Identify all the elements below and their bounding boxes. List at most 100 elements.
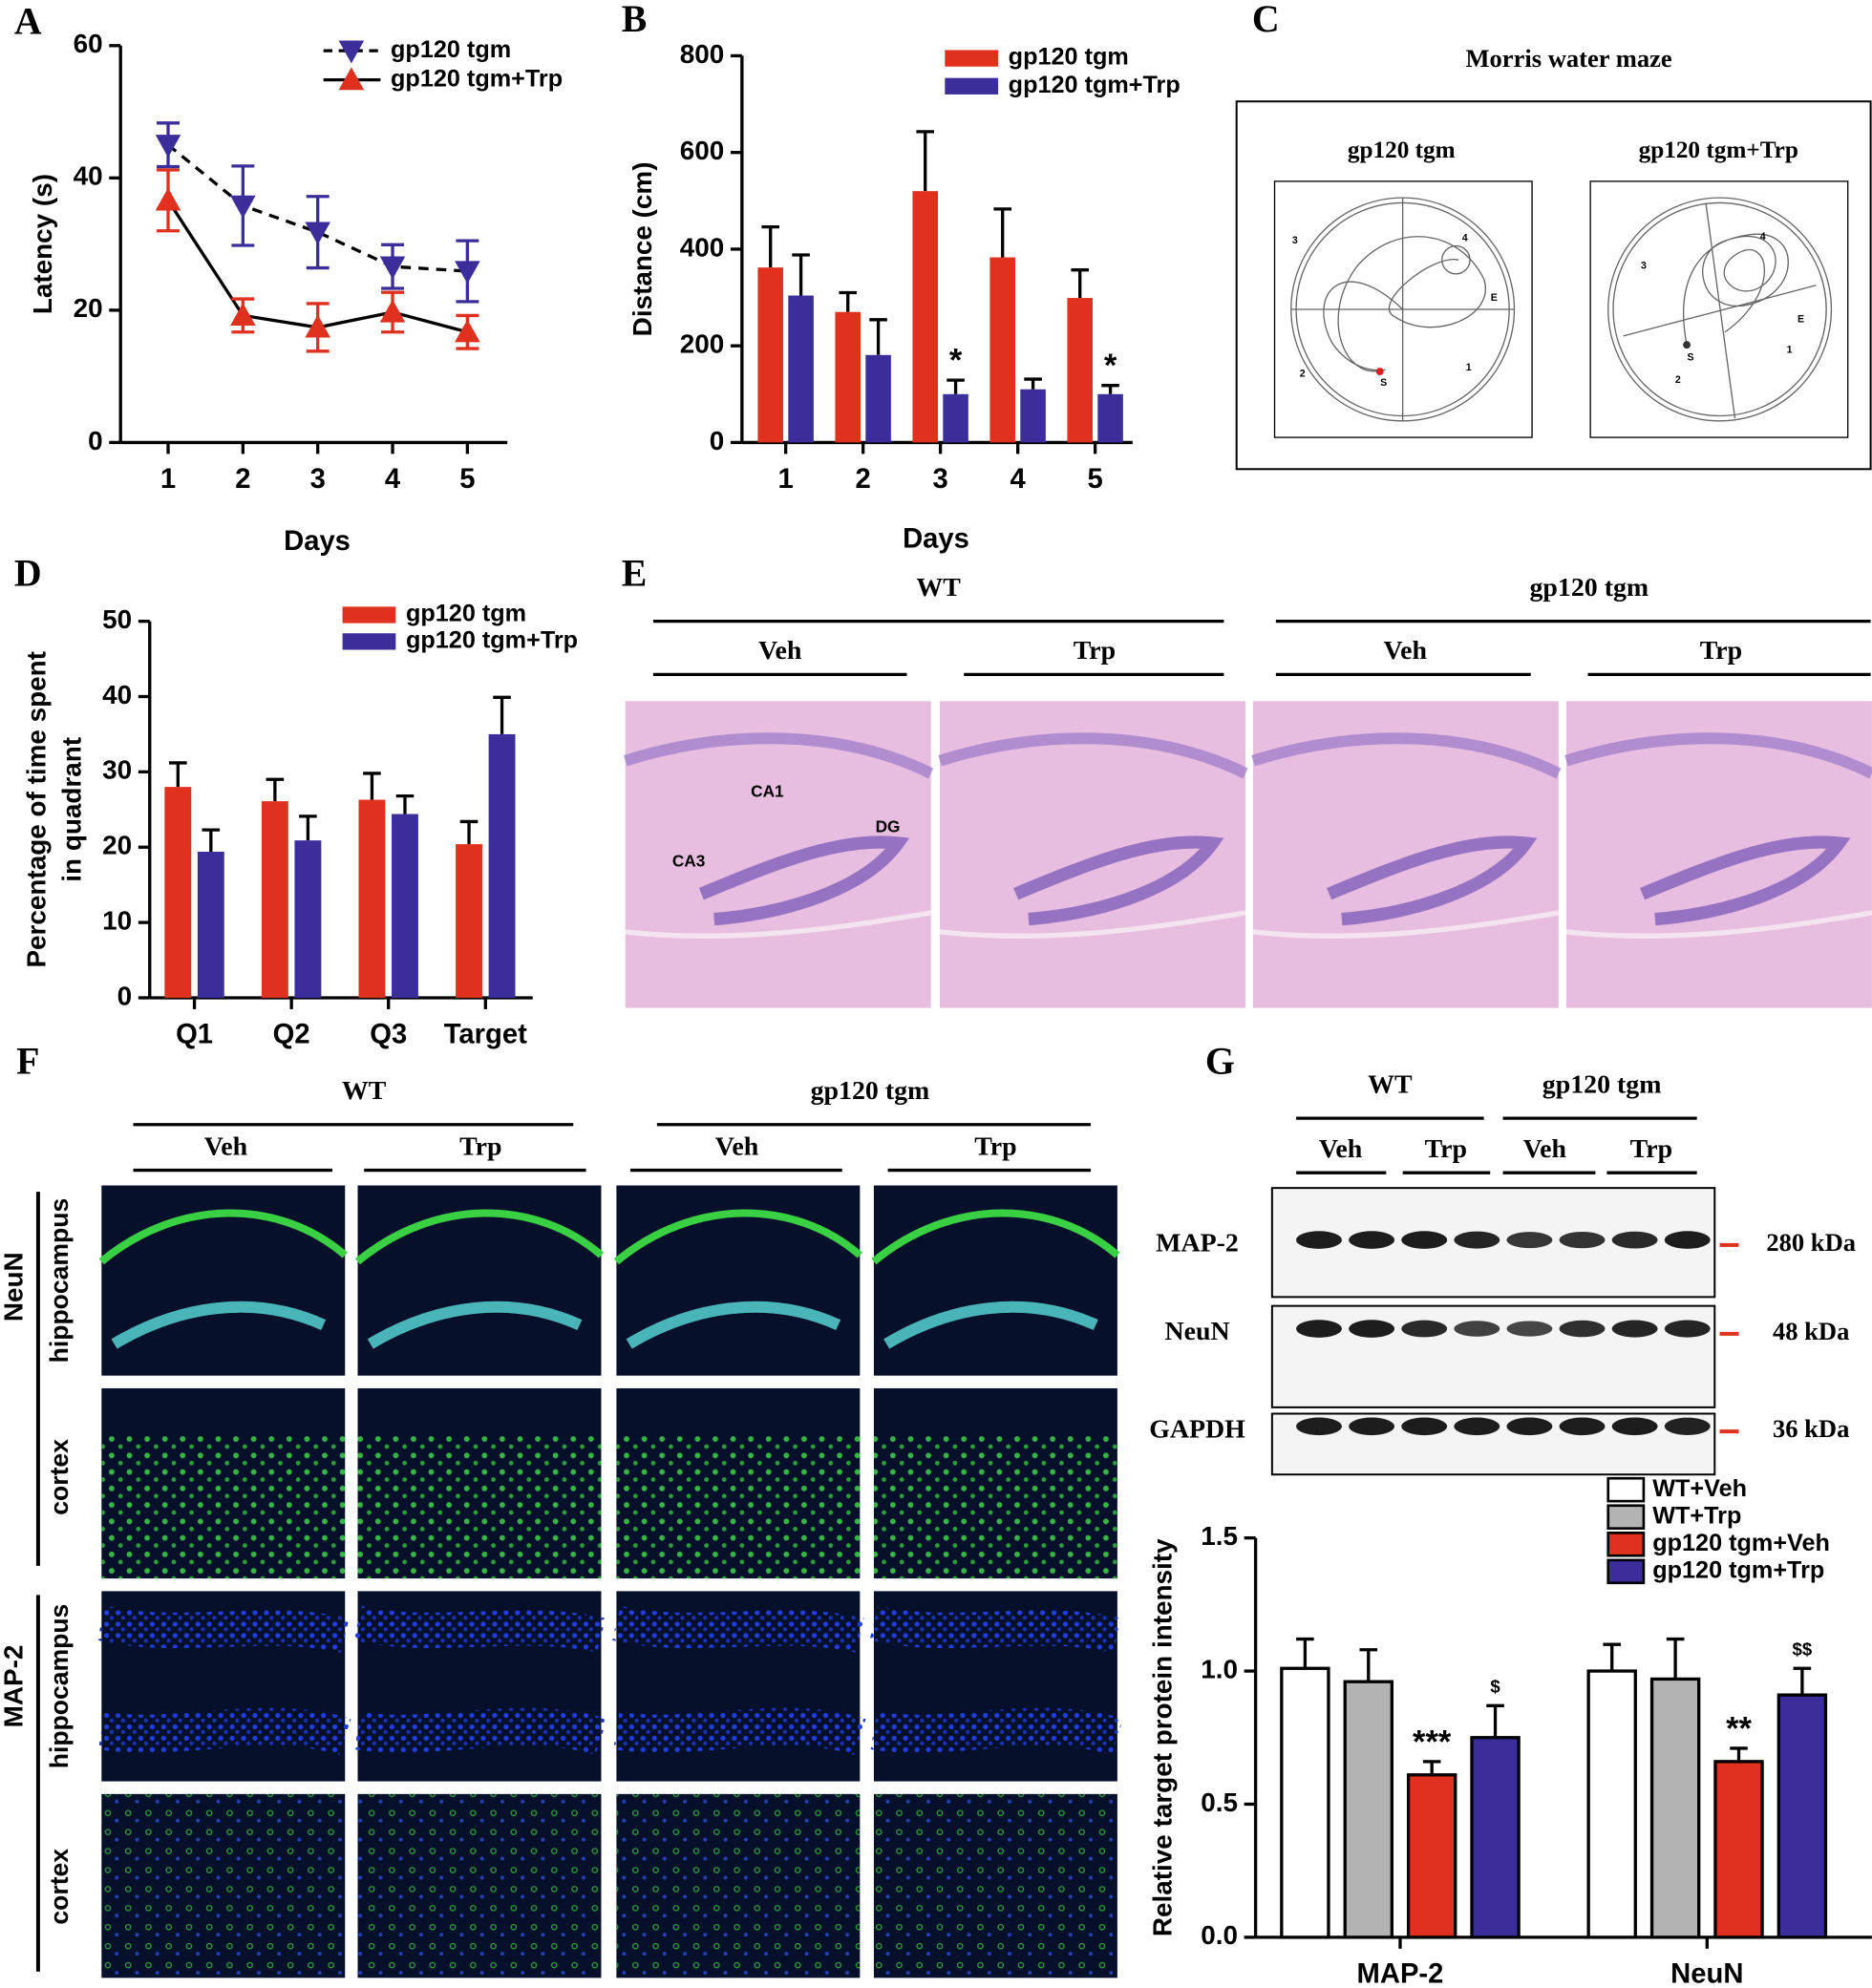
stain-cells (357, 1432, 602, 1579)
x-tick-label: MAP-2 (1357, 1958, 1444, 1988)
fluorescence-image (616, 1185, 861, 1376)
blot-band (1401, 1320, 1448, 1338)
stain-band (98, 1707, 351, 1756)
stain-band (870, 1707, 1123, 1756)
x-axis-title: Days (284, 526, 351, 557)
maze-mark: 3 (1292, 235, 1298, 246)
x-tick-label: 2 (856, 464, 871, 495)
bar (1586, 1669, 1637, 1939)
legend-label: WT+Veh (1652, 1475, 1747, 1502)
legend-swatch (342, 606, 396, 624)
blot-band (1506, 1232, 1553, 1249)
bar (488, 733, 516, 998)
western-blot (1270, 1187, 1716, 1476)
bar (1020, 389, 1046, 443)
blot-band (1454, 1231, 1500, 1249)
bar (757, 267, 783, 443)
group-label: WT (1368, 1069, 1413, 1099)
stain-cells (873, 1432, 1117, 1579)
blot-band (1559, 1320, 1606, 1338)
maze-label: gp120 tgm (1348, 137, 1456, 163)
region-label: hippocampus (45, 1604, 74, 1769)
blot-band (1296, 1417, 1342, 1436)
data-point (230, 195, 256, 219)
blot-band (1559, 1231, 1606, 1249)
y-tick-label: 0.0 (1201, 1920, 1238, 1950)
region-label: CA1 (751, 781, 784, 800)
data-point (305, 222, 330, 245)
data-point (155, 135, 181, 158)
treatment-label: Veh (1523, 1134, 1567, 1164)
error-bar (1101, 384, 1119, 394)
error-bar (792, 253, 810, 296)
stain-cells (616, 1432, 861, 1579)
y-tick-label: 40 (74, 161, 103, 191)
blot-band (1349, 1320, 1395, 1338)
bar (1280, 1666, 1330, 1939)
group-label: gp120 tgm (811, 1076, 930, 1106)
legend-swatch (945, 77, 999, 95)
bar (164, 787, 192, 998)
maze-mark: 2 (1675, 374, 1681, 386)
y-tick-label: 20 (74, 293, 103, 323)
x-tick-label: 4 (385, 464, 401, 495)
error-bar (459, 819, 479, 845)
maze-frame (1235, 100, 1872, 471)
maze-mark: 2 (1300, 369, 1306, 380)
size-label: 280 kDa (1766, 1228, 1856, 1257)
fluorescence-image (357, 1185, 602, 1376)
error-bar (1666, 1637, 1685, 1680)
fluorescence-image (101, 1185, 346, 1376)
tissue-band (1013, 835, 1224, 926)
blot-band (1401, 1417, 1448, 1436)
y-axis-title: in quadrant (56, 737, 86, 882)
bar (1470, 1736, 1521, 1939)
stain-band (869, 1605, 1122, 1654)
stain-band (611, 1605, 864, 1654)
significance-mark: * (949, 343, 963, 379)
treatment-label: Veh (1384, 636, 1428, 666)
x-tick-label: NeuN (1670, 1958, 1743, 1988)
stain-cells (101, 1793, 346, 1978)
tissue-band (1564, 732, 1872, 779)
y-tick-label: 0.5 (1201, 1787, 1238, 1817)
blot-band (1454, 1321, 1500, 1337)
y-tick-label: 0 (117, 981, 133, 1010)
group-label: WT (916, 573, 961, 603)
x-tick-label: Target (444, 1020, 527, 1050)
protein-label: MAP-2 (1156, 1228, 1239, 1258)
region-label: CA3 (672, 851, 706, 870)
stain-band (613, 1209, 862, 1265)
maze-mark: 1 (1787, 344, 1793, 355)
x-tick-label: Q2 (273, 1020, 310, 1050)
tissue-band (1252, 910, 1560, 939)
error-bar (761, 224, 780, 268)
y-tick-label: 0 (88, 426, 103, 455)
legend-marker (338, 67, 365, 91)
bar (943, 393, 968, 443)
blot-band (1611, 1231, 1658, 1249)
maze-title: Morris water maze (1465, 44, 1671, 73)
significance-mark: $ (1490, 1677, 1500, 1697)
y-tick-label: 1.0 (1201, 1654, 1238, 1683)
stain-band (353, 1605, 606, 1654)
legend-label: gp120 tgm+Veh (1652, 1530, 1830, 1556)
bar (1097, 393, 1123, 443)
bar (456, 844, 482, 998)
error-bar (202, 828, 221, 852)
bar (989, 257, 1015, 443)
error-bar (1603, 1642, 1622, 1672)
treatment-label: Veh (204, 1131, 248, 1161)
error-bar (266, 777, 285, 802)
maze-label: gp120 tgm+Trp (1639, 137, 1798, 163)
blot-band (1611, 1417, 1658, 1436)
bar (865, 354, 891, 443)
maze-mark: E (1798, 313, 1804, 325)
x-tick-label: 1 (160, 464, 176, 495)
legend-label: gp120 tgm+Trp (391, 65, 563, 92)
treatment-label: Trp (1425, 1134, 1467, 1164)
panel-letter: A (14, 1, 42, 43)
blot-frame (1270, 1304, 1716, 1408)
error-bar (1793, 1666, 1812, 1696)
tissue-band (1640, 835, 1851, 926)
